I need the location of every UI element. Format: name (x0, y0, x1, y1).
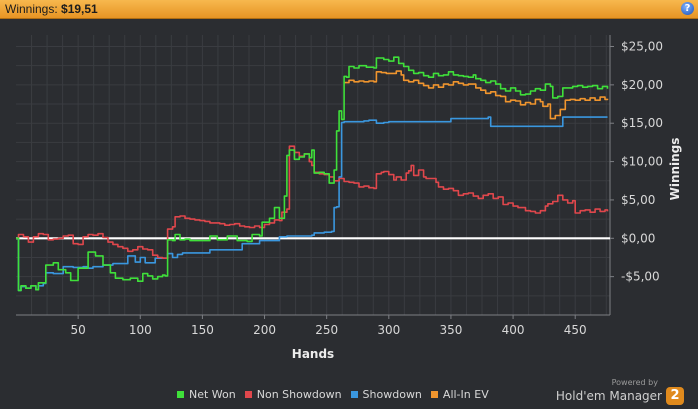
legend-swatch (244, 391, 252, 398)
y-tick-label: $5,00 (621, 193, 655, 207)
x-tick-label: 200 (253, 323, 276, 337)
y-tick-label: $15,00 (621, 116, 663, 130)
series-line-all-in-ev (344, 70, 609, 120)
hem2-logo-icon: 2 (666, 387, 684, 405)
chart-axes (16, 35, 614, 319)
x-tick-label: 350 (439, 323, 462, 337)
help-icon[interactable]: ? (681, 2, 694, 15)
legend-item-net-won[interactable]: Net Won (177, 388, 236, 401)
legend-swatch (350, 391, 358, 398)
x-tick-label: 450 (564, 323, 587, 337)
series-line-net-won (16, 56, 609, 292)
x-tick-label: 250 (315, 323, 338, 337)
chart-series (16, 56, 609, 292)
title-bar: Winnings: $19,51 ? (0, 0, 698, 19)
series-line-showdown (16, 116, 608, 292)
legend-item-non-showdown[interactable]: Non Showdown (244, 388, 342, 401)
y-tick-label: $10,00 (621, 155, 663, 169)
legend-item-showdown[interactable]: Showdown (350, 388, 422, 401)
legend-swatch (177, 391, 184, 398)
winnings-value: $19,51 (61, 2, 98, 16)
plot-area (16, 35, 610, 315)
legend-label: Net Won (189, 388, 236, 401)
chart-tick-labels: 50 100 150 200 250 300 350 400 450 -$5,00 $0,00 $5,… (70, 40, 682, 361)
y-tick-label: $25,00 (621, 40, 663, 54)
x-tick-label: 300 (377, 323, 400, 337)
brand-label: Hold'em Manager (555, 389, 662, 403)
chart-grid (16, 35, 610, 316)
powered-by-text: Powered by (611, 378, 658, 387)
legend-label: Non Showdown (256, 388, 342, 401)
legend-item-all-in-ev[interactable]: All-In EV (430, 388, 489, 401)
x-tick-label: 50 (70, 323, 85, 337)
brand-name: Hold'em Manager 2 (556, 387, 684, 405)
winnings-chart: 50 100 150 200 250 300 350 400 450 -$5,00 $0,00 $5,… (16, 35, 682, 361)
hem-brand: Powered by Hold'em Manager 2 (556, 378, 684, 405)
x-tick-label: 400 (502, 323, 525, 337)
legend-swatch (430, 391, 438, 398)
y-tick-label: -$5,00 (621, 270, 660, 284)
y-tick-label: $20,00 (621, 78, 663, 92)
y-axis-title: Winnings (668, 138, 682, 201)
winnings-label: Winnings: (5, 2, 58, 16)
legend-label: All-In EV (442, 388, 489, 401)
legend-label: Showdown (362, 388, 422, 401)
chart-legend: Net Won Non Showdown Showdown All-In EV (177, 388, 489, 401)
x-axis-title: Hands (292, 347, 334, 361)
x-tick-label: 150 (191, 323, 214, 337)
x-tick-label: 100 (129, 323, 152, 337)
y-tick-label: $0,00 (621, 231, 655, 245)
winnings-title: Winnings: $19,51 (5, 2, 98, 16)
